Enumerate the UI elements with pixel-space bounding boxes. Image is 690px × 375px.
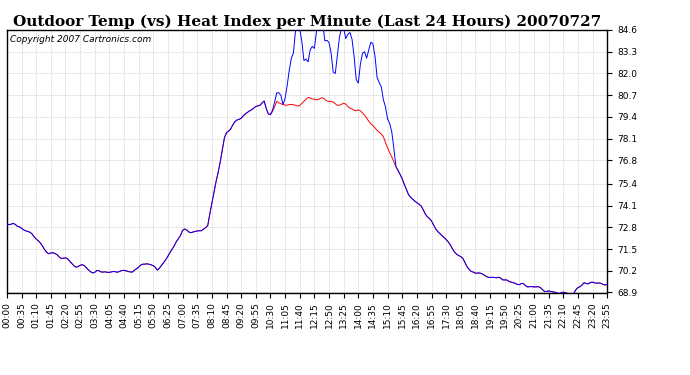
- Text: Copyright 2007 Cartronics.com: Copyright 2007 Cartronics.com: [10, 35, 151, 44]
- Title: Outdoor Temp (vs) Heat Index per Minute (Last 24 Hours) 20070727: Outdoor Temp (vs) Heat Index per Minute …: [13, 15, 601, 29]
